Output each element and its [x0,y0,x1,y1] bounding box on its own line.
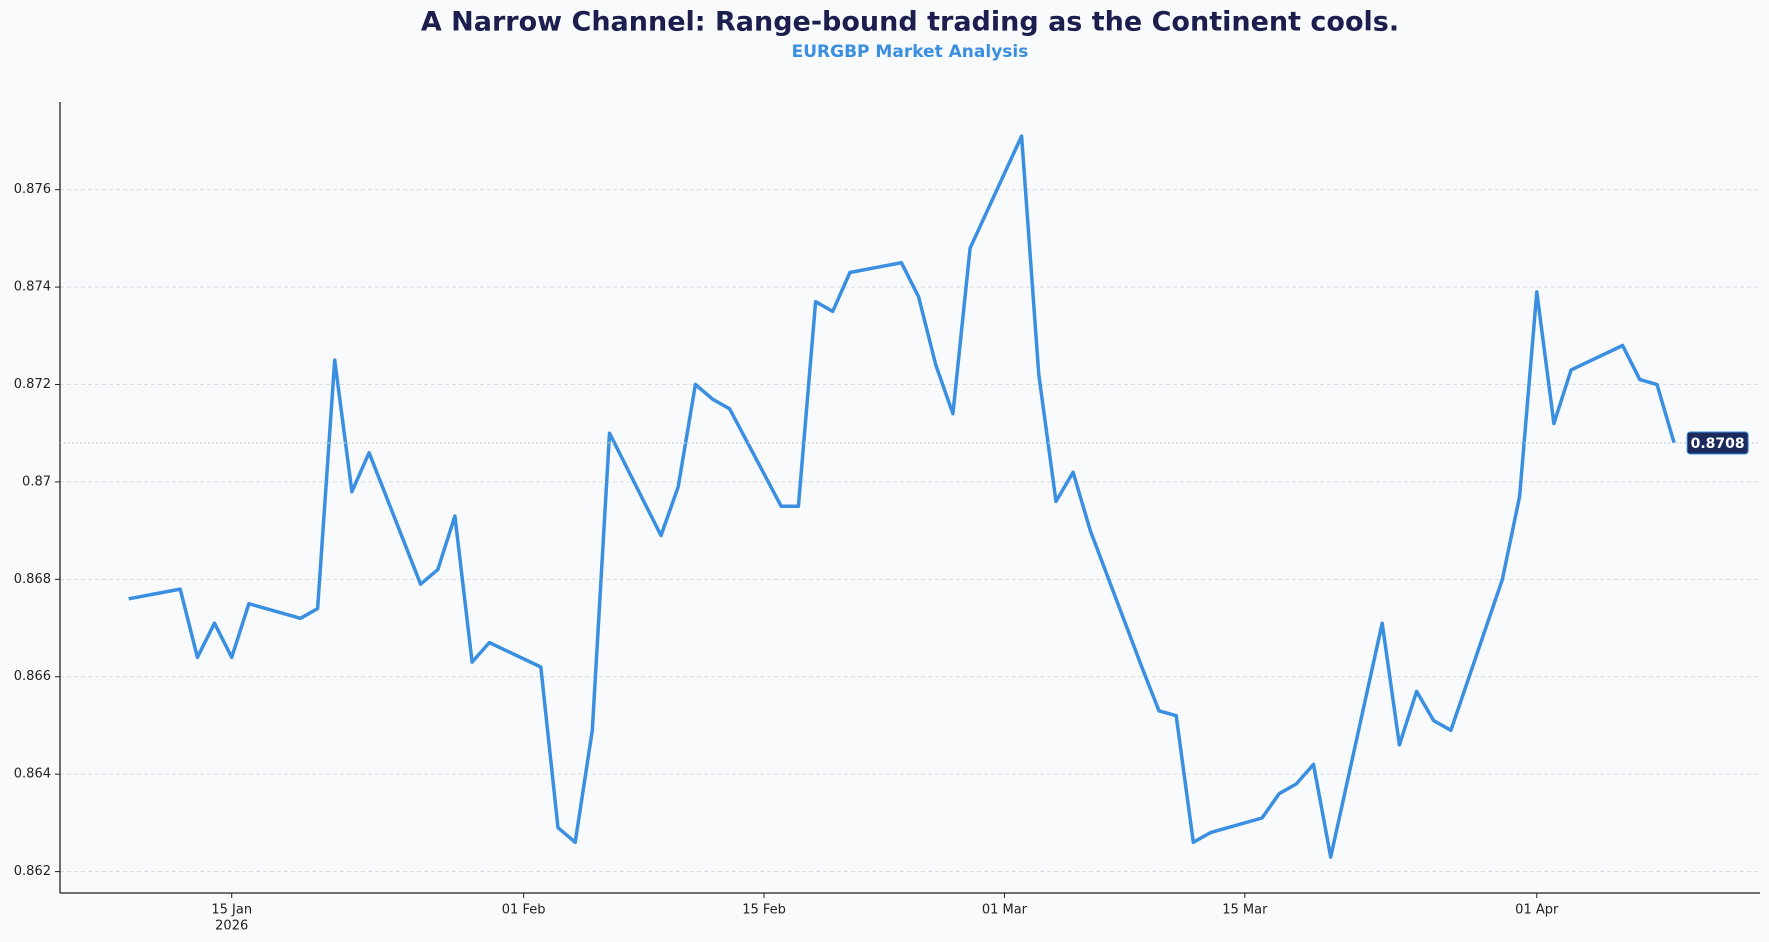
x-tick-label: 01 Apr [1515,903,1559,918]
x-tick-sublabel: 2026 [215,919,248,934]
chart-title: A Narrow Channel: Range-bound trading as… [421,7,1399,38]
y-tick-label: 0.866 [14,669,51,684]
y-tick-label: 0.868 [14,572,51,587]
y-tick-label: 0.874 [14,280,51,295]
y-tick-label: 0.862 [14,864,51,879]
y-tick-label: 0.864 [14,767,51,782]
x-tick-label: 15 Mar [1222,903,1268,918]
y-tick-label: 0.87 [22,474,51,489]
y-tick-label: 0.876 [14,182,51,197]
x-tick-label: 01 Feb [502,903,546,918]
last-value-label: 0.8708 [1691,436,1745,452]
x-tick-label: 15 Feb [742,903,786,918]
price-line [128,134,1676,859]
last-value-box [1686,431,1749,455]
x-tick-label: 15 Jan [211,903,252,918]
x-tick-label: 01 Mar [982,903,1028,918]
y-tick-label: 0.872 [14,377,51,392]
chart-subtitle: EURGBP Market Analysis [792,42,1029,62]
